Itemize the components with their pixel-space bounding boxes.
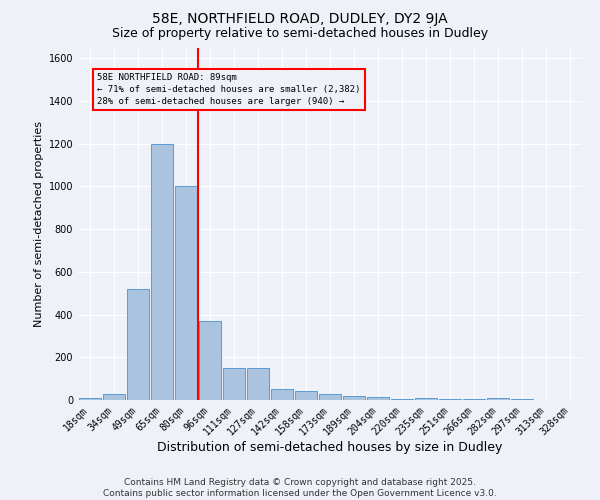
Bar [343,396,365,400]
Bar [79,398,101,400]
Y-axis label: Number of semi-detached properties: Number of semi-detached properties [34,120,44,327]
Bar [295,392,317,400]
Text: 58E, NORTHFIELD ROAD, DUDLEY, DY2 9JA: 58E, NORTHFIELD ROAD, DUDLEY, DY2 9JA [152,12,448,26]
Text: Size of property relative to semi-detached houses in Dudley: Size of property relative to semi-detach… [112,28,488,40]
Bar [319,394,341,400]
X-axis label: Distribution of semi-detached houses by size in Dudley: Distribution of semi-detached houses by … [157,441,503,454]
Bar [223,368,245,400]
Text: 58E NORTHFIELD ROAD: 89sqm
← 71% of semi-detached houses are smaller (2,382)
28%: 58E NORTHFIELD ROAD: 89sqm ← 71% of semi… [97,73,361,106]
Bar [415,398,437,400]
Bar [487,398,509,400]
Bar [127,289,149,400]
Bar [247,368,269,400]
Bar [151,144,173,400]
Bar [271,390,293,400]
Bar [367,397,389,400]
Bar [391,399,413,400]
Bar [103,394,125,400]
Bar [199,321,221,400]
Bar [439,399,461,400]
Bar [175,186,197,400]
Text: Contains HM Land Registry data © Crown copyright and database right 2025.
Contai: Contains HM Land Registry data © Crown c… [103,478,497,498]
